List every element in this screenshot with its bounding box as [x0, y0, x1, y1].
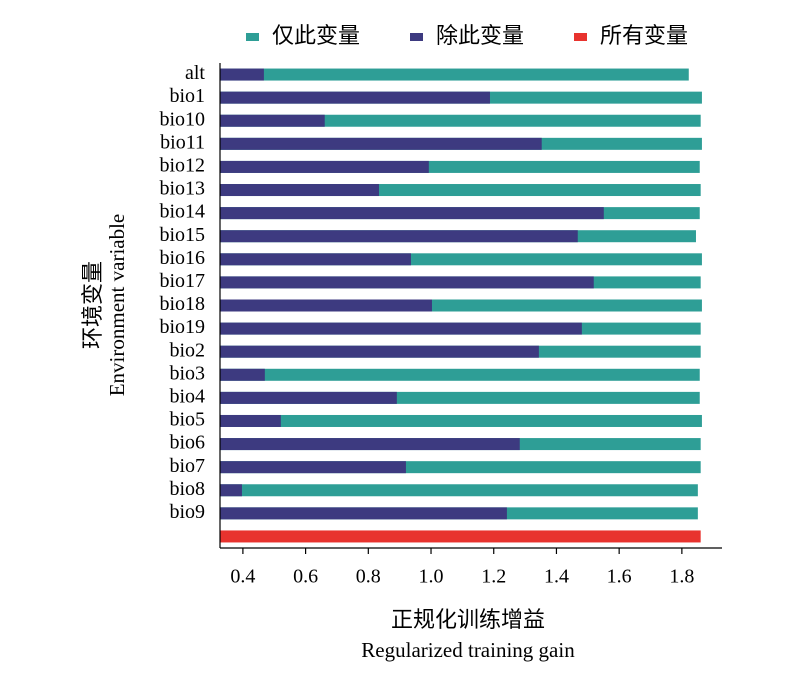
- bar: [220, 114, 701, 127]
- bar: [220, 345, 539, 358]
- y-tick-label: bio12: [159, 155, 205, 177]
- x-tick-label: 1.8: [669, 566, 694, 588]
- bar: [220, 438, 520, 451]
- y-tick-label: bio14: [159, 201, 205, 223]
- y-tick-label: bio10: [159, 108, 205, 130]
- y-tick-label: bio18: [159, 293, 205, 315]
- bar: [220, 368, 265, 381]
- bar: [220, 160, 429, 173]
- bar: [220, 114, 325, 127]
- bar: [220, 368, 700, 381]
- bar: [220, 484, 242, 497]
- y-tick-label: bio6: [169, 432, 205, 454]
- x-tick-label: 0.4: [230, 566, 255, 588]
- y-tick-label: bio5: [169, 409, 205, 431]
- legend-label: 仅此变量: [272, 23, 360, 48]
- bar: [220, 253, 702, 266]
- y-tick-label: bio9: [169, 501, 205, 523]
- y-tick-label: bio15: [159, 224, 205, 246]
- bar: [220, 230, 578, 243]
- x-tick-label: 0.6: [293, 566, 318, 588]
- bar: [220, 91, 490, 104]
- x-tick-label: 1.6: [607, 566, 632, 588]
- bar: [220, 530, 701, 543]
- y-tick-label: bio8: [169, 478, 205, 500]
- bar: [220, 276, 594, 289]
- y-tick-label: alt: [185, 62, 205, 84]
- y-tick-label: bio2: [169, 339, 205, 361]
- bar: [220, 414, 702, 427]
- legend-label: 所有变量: [600, 23, 688, 48]
- bar: [220, 207, 604, 220]
- y-tick-label: bio7: [169, 455, 205, 477]
- bar: [220, 507, 507, 520]
- legend-label: 除此变量: [436, 23, 524, 48]
- y-tick-label: bio4: [169, 385, 205, 407]
- y-tick-label: bio1: [169, 85, 205, 107]
- bar: [220, 391, 397, 404]
- legend-swatch: [246, 33, 259, 41]
- bar: [220, 137, 542, 150]
- bar: [220, 414, 281, 427]
- y-axis-title: 环境变量: [80, 261, 105, 349]
- bar: [220, 299, 432, 312]
- bar: [220, 68, 689, 81]
- bar: [220, 184, 379, 197]
- bar: [220, 322, 582, 335]
- legend-swatch: [410, 33, 423, 41]
- y-tick-label: bio11: [160, 131, 205, 153]
- y-tick-label: bio13: [159, 178, 205, 200]
- y-axis-title-en: Environment variable: [105, 214, 129, 397]
- x-tick-label: 1.0: [419, 566, 444, 588]
- x-axis-title: 正规化训练增益: [391, 607, 545, 632]
- bar: [220, 253, 411, 266]
- y-tick-label: bio3: [169, 362, 205, 384]
- bar: [220, 461, 406, 474]
- bar: [220, 68, 264, 81]
- y-tick-label: bio16: [159, 247, 205, 269]
- y-tick-label: bio17: [159, 270, 205, 292]
- x-axis-title-en: Regularized training gain: [361, 638, 575, 662]
- legend-swatch: [574, 33, 587, 41]
- x-tick-label: 0.8: [356, 566, 381, 588]
- x-tick-label: 1.4: [544, 566, 569, 588]
- y-tick-label: bio19: [159, 316, 205, 338]
- x-tick-label: 1.2: [481, 566, 506, 588]
- bar: [220, 484, 698, 497]
